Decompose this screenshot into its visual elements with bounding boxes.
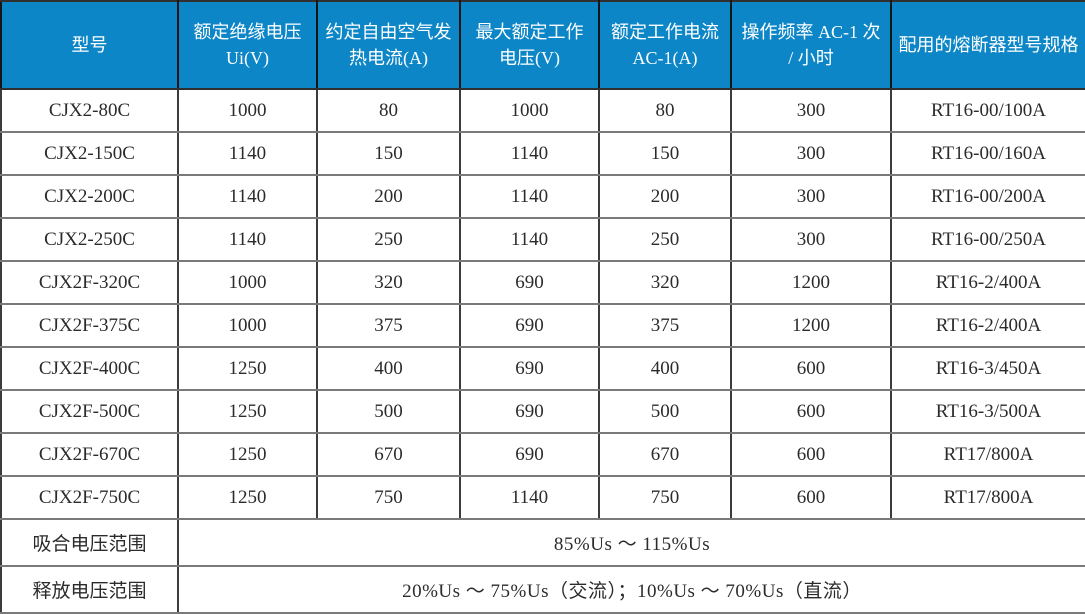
table-cell: 750 xyxy=(316,475,461,520)
table-cell: 690 xyxy=(459,389,600,434)
table-row: CJX2-80C 1000 80 1000 80 300 RT16-00/100A xyxy=(0,88,1085,133)
table-cell: 1200 xyxy=(730,303,892,348)
table-cell: 670 xyxy=(316,432,461,477)
table-cell: RT16-3/500A xyxy=(890,389,1085,434)
table-cell: 320 xyxy=(316,260,461,305)
model-cell: CJX2F-670C xyxy=(0,432,179,477)
header-cell-rated-current: 额定工作电流 AC-1(A) xyxy=(598,0,732,90)
table-cell: 690 xyxy=(459,303,600,348)
table-cell: 1250 xyxy=(177,389,318,434)
table-cell: 1250 xyxy=(177,475,318,520)
table-cell: 1140 xyxy=(459,131,600,176)
table-cell: 1000 xyxy=(177,260,318,305)
table-cell: 1140 xyxy=(177,174,318,219)
table-cell: 1000 xyxy=(177,88,318,133)
pickup-voltage-label: 吸合电压范围 xyxy=(0,518,179,567)
table-row: CJX2-250C 1140 250 1140 250 300 RT16-00/250A xyxy=(0,217,1085,262)
table-cell: 600 xyxy=(730,475,892,520)
pickup-voltage-value: 85%Us ～ 115%Us xyxy=(177,518,1085,567)
model-cell: CJX2-150C xyxy=(0,131,179,176)
table-cell: 375 xyxy=(598,303,732,348)
table-row: CJX2-200C 1140 200 1140 200 300 RT16-00/200A xyxy=(0,174,1085,219)
table-cell: 300 xyxy=(730,217,892,262)
table-cell: 250 xyxy=(316,217,461,262)
model-cell: CJX2-80C xyxy=(0,88,179,133)
table-cell: 1140 xyxy=(459,174,600,219)
release-voltage-value: 20%Us ～ 75%Us（交流）；10%Us ～ 70%Us（直流） xyxy=(177,565,1085,614)
table-cell: 80 xyxy=(316,88,461,133)
table-cell: 600 xyxy=(730,432,892,477)
release-voltage-label: 释放电压范围 xyxy=(0,565,179,614)
table-cell: 1250 xyxy=(177,432,318,477)
table-row: CJX2F-320C 1000 320 690 320 1200 RT16-2/400A xyxy=(0,260,1085,305)
header-cell-fuse-type: 配用的熔断器型号规格 xyxy=(890,0,1085,90)
table-cell: RT16-2/400A xyxy=(890,260,1085,305)
model-cell: CJX2F-375C xyxy=(0,303,179,348)
table-cell: 1140 xyxy=(459,475,600,520)
table-cell: 500 xyxy=(316,389,461,434)
header-cell-model: 型号 xyxy=(0,0,179,90)
table-cell: 200 xyxy=(316,174,461,219)
table-cell: RT16-00/250A xyxy=(890,217,1085,262)
release-voltage-row: 释放电压范围 20%Us ～ 75%Us（交流）；10%Us ～ 70%Us（直… xyxy=(0,565,1085,614)
table-cell: 1140 xyxy=(177,217,318,262)
model-cell: CJX2F-400C xyxy=(0,346,179,391)
model-cell: CJX2F-750C xyxy=(0,475,179,520)
table-cell: 1140 xyxy=(177,131,318,176)
table-cell: RT16-3/450A xyxy=(890,346,1085,391)
table-cell: 320 xyxy=(598,260,732,305)
table-cell: 690 xyxy=(459,260,600,305)
table-row: CJX2-150C 1140 150 1140 150 300 RT16-00/160A xyxy=(0,131,1085,176)
table-cell: RT16-2/400A xyxy=(890,303,1085,348)
header-cell-max-voltage: 最大额定工作电压(V) xyxy=(459,0,600,90)
table-cell: 80 xyxy=(598,88,732,133)
header-row: 型号 额定绝缘电压 Ui(V) 约定自由空气发热电流(A) 最大额定工作电压(V… xyxy=(0,0,1085,90)
table-cell: 150 xyxy=(598,131,732,176)
table-cell: 690 xyxy=(459,346,600,391)
table-row: CJX2F-670C 1250 670 690 670 600 RT17/800A xyxy=(0,432,1085,477)
table-cell: 500 xyxy=(598,389,732,434)
table-cell: 375 xyxy=(316,303,461,348)
table-cell: 690 xyxy=(459,432,600,477)
model-cell: CJX2-200C xyxy=(0,174,179,219)
table-header: 型号 额定绝缘电压 Ui(V) 约定自由空气发热电流(A) 最大额定工作电压(V… xyxy=(0,0,1085,90)
table-cell: 300 xyxy=(730,88,892,133)
table-cell: RT16-00/160A xyxy=(890,131,1085,176)
table-row: CJX2F-500C 1250 500 690 500 600 RT16-3/500A xyxy=(0,389,1085,434)
table-cell: 1140 xyxy=(459,217,600,262)
header-cell-insulation-voltage: 额定绝缘电压 Ui(V) xyxy=(177,0,318,90)
header-cell-thermal-current: 约定自由空气发热电流(A) xyxy=(316,0,461,90)
table-cell: 200 xyxy=(598,174,732,219)
table-row: CJX2F-400C 1250 400 690 400 600 RT16-3/450A xyxy=(0,346,1085,391)
header-cell-op-frequency: 操作频率 AC-1 次 / 小时 xyxy=(730,0,892,90)
table-row: CJX2F-375C 1000 375 690 375 1200 RT16-2/400A xyxy=(0,303,1085,348)
pickup-voltage-row: 吸合电压范围 85%Us ～ 115%Us xyxy=(0,518,1085,567)
table-row: CJX2F-750C 1250 750 1140 750 600 RT17/800A xyxy=(0,475,1085,520)
table-cell: RT17/800A xyxy=(890,475,1085,520)
table-cell: RT17/800A xyxy=(890,432,1085,477)
table-cell: 300 xyxy=(730,174,892,219)
model-cell: CJX2F-500C xyxy=(0,389,179,434)
table-cell: 750 xyxy=(598,475,732,520)
model-cell: CJX2F-320C xyxy=(0,260,179,305)
table-cell: 250 xyxy=(598,217,732,262)
table-cell: 1000 xyxy=(177,303,318,348)
table-cell: 150 xyxy=(316,131,461,176)
table-cell: 1250 xyxy=(177,346,318,391)
table-cell: 600 xyxy=(730,389,892,434)
model-cell: CJX2-250C xyxy=(0,217,179,262)
table-cell: 400 xyxy=(598,346,732,391)
table-cell: 1000 xyxy=(459,88,600,133)
table-cell: 1200 xyxy=(730,260,892,305)
table-cell: RT16-00/200A xyxy=(890,174,1085,219)
table-cell: 670 xyxy=(598,432,732,477)
table-cell: 600 xyxy=(730,346,892,391)
table-cell: 400 xyxy=(316,346,461,391)
table-body: CJX2-80C 1000 80 1000 80 300 RT16-00/100A CJX2-… xyxy=(0,88,1085,614)
table-cell: 300 xyxy=(730,131,892,176)
table-cell: RT16-00/100A xyxy=(890,88,1085,133)
